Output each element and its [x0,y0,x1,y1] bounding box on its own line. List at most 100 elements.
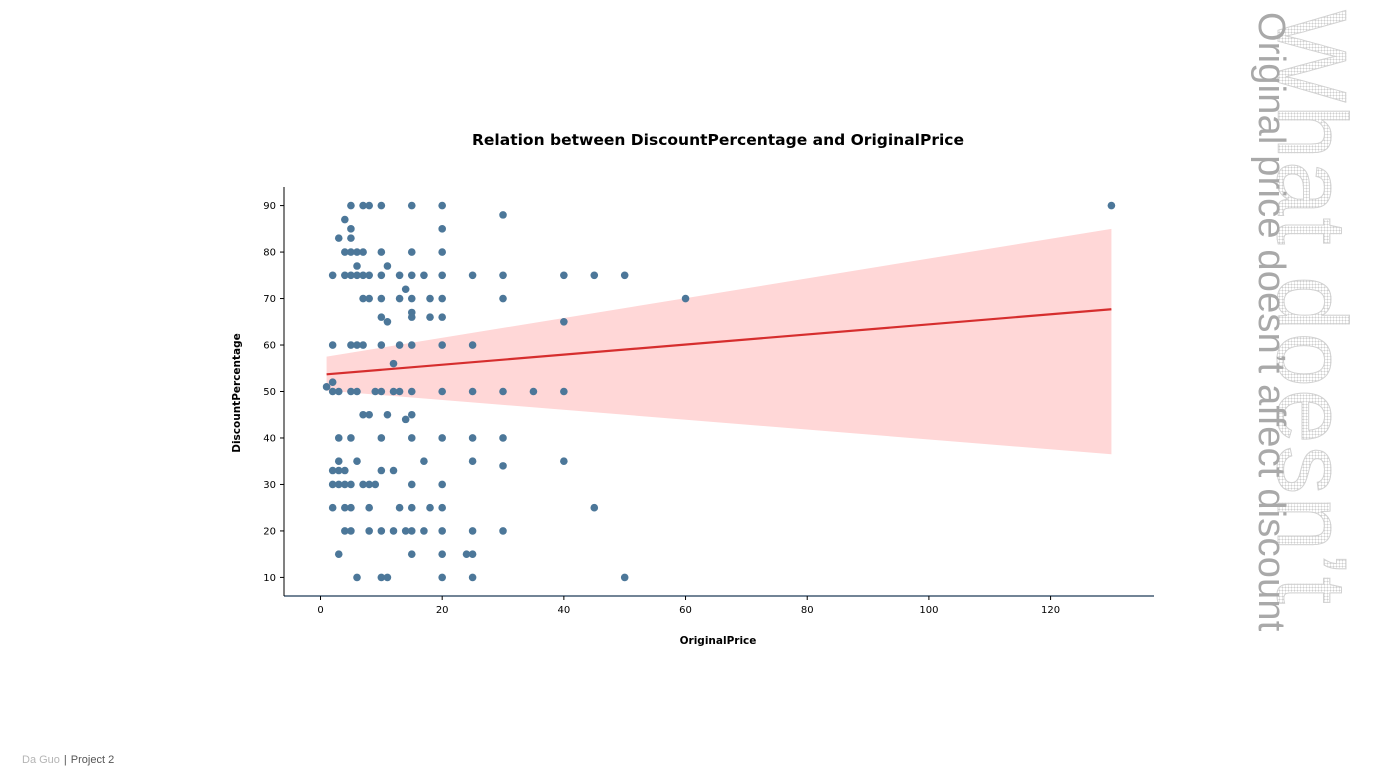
scatter-point [365,503,373,512]
scatter-point [395,503,404,512]
y-tick-label: 70 [263,294,276,305]
scatter-point [499,211,507,219]
scatter-point [468,550,477,558]
scatter-point [499,387,507,396]
scatter-point [438,313,446,321]
scatter-point [341,215,349,224]
scatter-point [359,271,367,280]
scatter-point [438,271,446,280]
scatter-point [347,341,355,349]
scatter-point [401,285,410,294]
scatter-point [529,387,538,396]
scatter-point [468,387,477,396]
scatter-point [438,201,446,210]
scatter-point [377,313,386,321]
scatter-point [365,271,373,280]
footer-project: Project 2 [70,754,115,766]
scatter-point [328,271,337,280]
scatter-point [371,480,380,489]
scatter-point [347,271,355,280]
scatter-point [395,294,404,303]
scatter-point [334,480,343,489]
scatter-point [468,573,477,582]
x-axis-label: OriginalPrice [680,635,757,647]
scatter-point [359,294,367,303]
scatter-point [438,503,446,512]
regression-line-layer [326,308,1112,376]
scatter-point [328,387,337,396]
y-axis-label: DiscountPercentage [231,333,243,453]
footer-separator: | [63,754,67,766]
scatter-point [438,573,446,582]
x-tick-label: 20 [436,605,449,616]
scatter-point [328,466,337,475]
scatter-point [590,503,599,512]
scatter-point [383,573,392,582]
scatter-point [426,294,434,303]
scatter-point [426,313,434,321]
x-tick-label: 100 [919,605,938,616]
scatter-point [377,527,386,535]
scatter-point [407,248,416,256]
scatter-point [407,480,416,489]
x-tick-label: 120 [1041,605,1060,616]
scatter-point [407,550,416,558]
scatter-point [334,387,343,396]
x-tick-label: 40 [557,605,570,616]
scatter-point [383,262,392,270]
scatter-point [407,503,416,512]
scatter-point [353,341,361,349]
scatter-point [377,271,386,280]
scatter-point [407,434,416,442]
scatter-point [328,378,337,387]
scatter-point [334,434,343,442]
scatter-point [620,573,629,582]
scatter-point [407,527,416,535]
scatter-point [438,387,446,396]
scatter-point [377,294,386,303]
scatter-point [347,480,355,489]
regression-line [326,308,1112,376]
scatter-point [371,387,380,396]
scatter-point [407,313,416,321]
scatter-point [322,383,331,391]
scatter-point [353,271,361,280]
scatter-point [468,341,477,349]
scatter-point [353,262,361,270]
scatter-point [560,457,568,466]
scatter-point [377,434,386,442]
scatter-point [407,201,416,210]
scatter-point [347,387,355,396]
scatter-point [347,503,355,512]
x-tick-layer: 0 20 40 60 80 100 120 [317,596,1060,616]
scatter-point [377,387,386,396]
y-tick-label: 60 [263,341,276,352]
y-tick-label: 90 [263,201,276,212]
scatter-point [468,527,477,535]
scatter-point [383,317,392,326]
scatter-point [420,527,428,535]
scatter-point [341,466,349,475]
scatter-point [438,434,446,442]
scatter-point [365,201,373,210]
scatter-point [377,201,386,210]
scatter-point [359,410,367,419]
scatter-point [334,550,343,558]
scatter-point [468,457,477,466]
y-tick-label: 10 [263,573,276,584]
scatter-point [328,480,337,489]
x-tick-label: 80 [801,605,814,616]
scatter-point [438,480,446,489]
scatter-point [341,248,349,256]
scatter-point [438,225,446,233]
scatter-point [353,573,361,582]
scatter-point [407,271,416,280]
scatter-point [438,294,446,303]
scatter-point [341,527,349,535]
scatter-point [341,503,349,512]
scatter-point [407,341,416,349]
footer-author: Da Guo [22,754,60,766]
scatter-point [468,271,477,280]
scatter-point [347,234,355,242]
scatter-point [499,527,507,535]
